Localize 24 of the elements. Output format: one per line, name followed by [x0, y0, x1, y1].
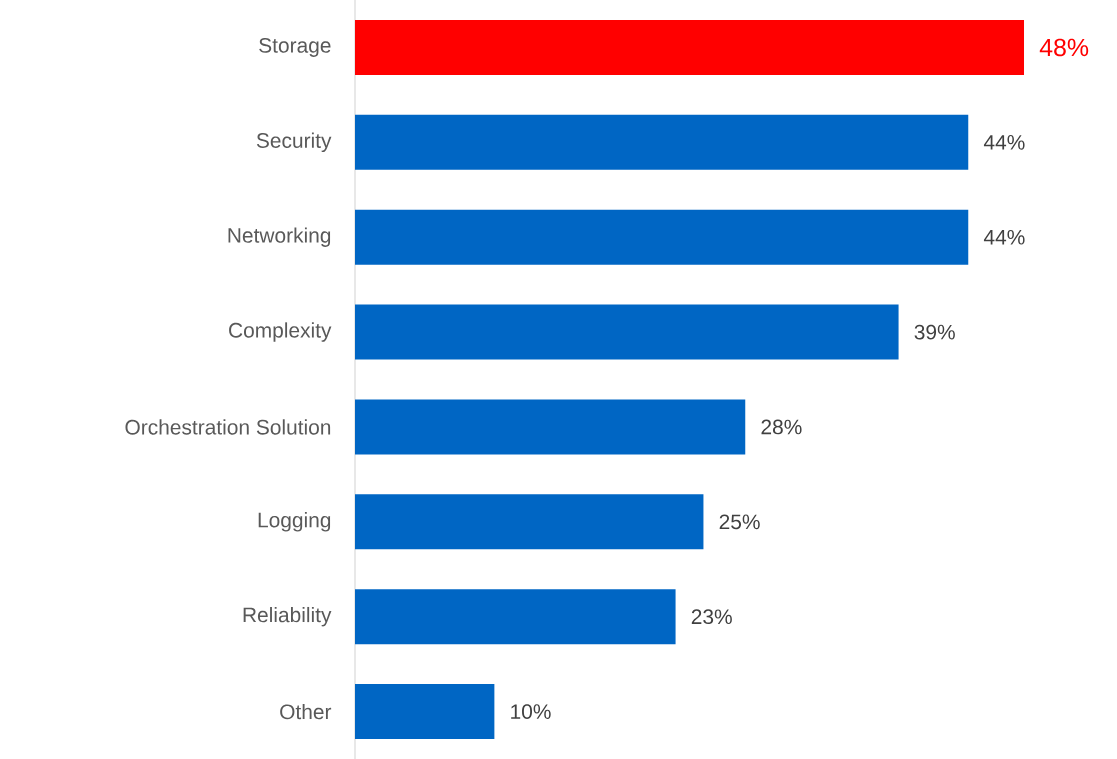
bar: [355, 114, 969, 170]
bar: [355, 589, 676, 645]
bar: [355, 209, 969, 265]
bar: [355, 494, 704, 550]
data-label: 25%: [719, 514, 760, 530]
data-label: 44%: [983, 229, 1025, 245]
y-tick-label: Orchestration Solution: [125, 419, 331, 435]
y-tick-label: Complexity: [229, 322, 332, 342]
data-label: 44%: [983, 135, 1025, 150]
y-tick-label: Networking: [228, 227, 331, 247]
bar: [355, 399, 746, 455]
bar: [355, 684, 495, 740]
y-tick-label: Security: [256, 132, 332, 153]
data-label: 39%: [914, 324, 955, 340]
bar: [355, 19, 1025, 75]
data-label: 10%: [511, 704, 551, 719]
data-label: 48%: [1039, 38, 1089, 57]
y-tick-label: Reliability: [243, 606, 332, 627]
data-label: 23%: [691, 609, 732, 625]
y-tick-label: Storage: [259, 37, 331, 57]
y-tick-label: Other: [280, 703, 332, 720]
data-label: 28%: [761, 419, 802, 435]
y-tick-label: Logging: [258, 512, 331, 532]
bar: [355, 304, 899, 360]
